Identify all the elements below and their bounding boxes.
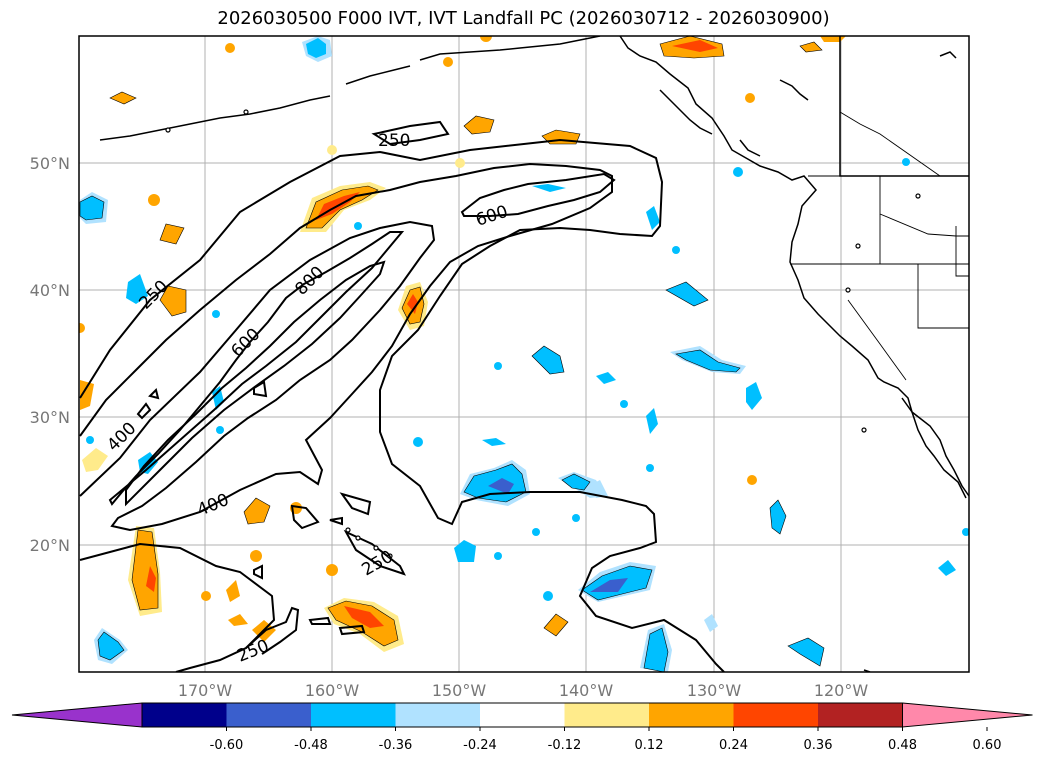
colorbar-tick-label: -0.24: [463, 738, 497, 753]
colorbar-extend-low: [11, 702, 143, 728]
colorbar-segment: [733, 703, 818, 727]
colorbar: -0.60 -0.48 -0.36 -0.24 -0.12 0.12 0.24 0.36 0.4…: [11, 702, 1033, 753]
colorbar-segment: [564, 703, 649, 727]
map-frame: [78, 35, 970, 673]
lon-label: 150°W: [432, 681, 487, 700]
coastlines: [99, 36, 969, 672]
lat-labels: 50°N 40°N 30°N 20°N: [30, 154, 70, 555]
colorbar-outline: [141, 702, 903, 728]
contour-600: [108, 231, 405, 506]
map-title: 2026030500 F000 IVT, IVT Landfall PC (20…: [217, 8, 830, 29]
contour-800: [125, 260, 386, 507]
colorbar-tick-label: -0.12: [548, 738, 582, 753]
lat-label: 20°N: [30, 536, 70, 555]
lon-label: 170°W: [178, 681, 233, 700]
lon-labels: 170°W 160°W 150°W 140°W 130°W 120°W: [178, 681, 869, 700]
contour-250-north: [371, 120, 450, 146]
colorbar-tick-label: 0.12: [635, 738, 664, 753]
colorbar-segment: [818, 703, 903, 727]
colorbar-segment: [395, 703, 480, 727]
colorbar-tick-label: 0.60: [973, 738, 1002, 753]
lon-label: 120°W: [814, 681, 869, 700]
colorbar-segment: [142, 703, 227, 727]
contour-600-north: [460, 172, 616, 217]
islands: [165, 109, 921, 559]
lat-label: 30°N: [30, 408, 70, 427]
lon-label: 140°W: [559, 681, 614, 700]
map-background: [79, 36, 969, 672]
colorbar-extend-high: [902, 702, 1033, 728]
lat-label: 50°N: [30, 154, 70, 173]
gridlines: [79, 36, 969, 672]
colorbar-tick-label: -0.36: [379, 738, 413, 753]
lat-label: 40°N: [30, 281, 70, 300]
colorbar-segment: [311, 703, 396, 727]
colorbar-segment: [480, 703, 565, 727]
contour-250-south: [79, 542, 276, 672]
contour-250-outer: [79, 138, 725, 672]
ivt-contours: [79, 120, 725, 672]
contour-label: 250: [378, 131, 410, 151]
colorbar-tick-label: 0.36: [804, 738, 833, 753]
colorbar-tick-label: 0.24: [719, 738, 748, 753]
colorbar-tick-label: 0.48: [888, 738, 917, 753]
state-borders: [790, 111, 969, 381]
contour-250-south-2: [245, 606, 300, 655]
lon-label: 130°W: [687, 681, 742, 700]
lon-label: 160°W: [305, 681, 360, 700]
colorbar-tick-label: -0.48: [294, 738, 328, 753]
colorbar-segment: [226, 703, 311, 727]
contour-400: [79, 162, 613, 532]
colorbar-tick-label: -0.60: [210, 738, 244, 753]
colorbar-segment: [649, 703, 734, 727]
